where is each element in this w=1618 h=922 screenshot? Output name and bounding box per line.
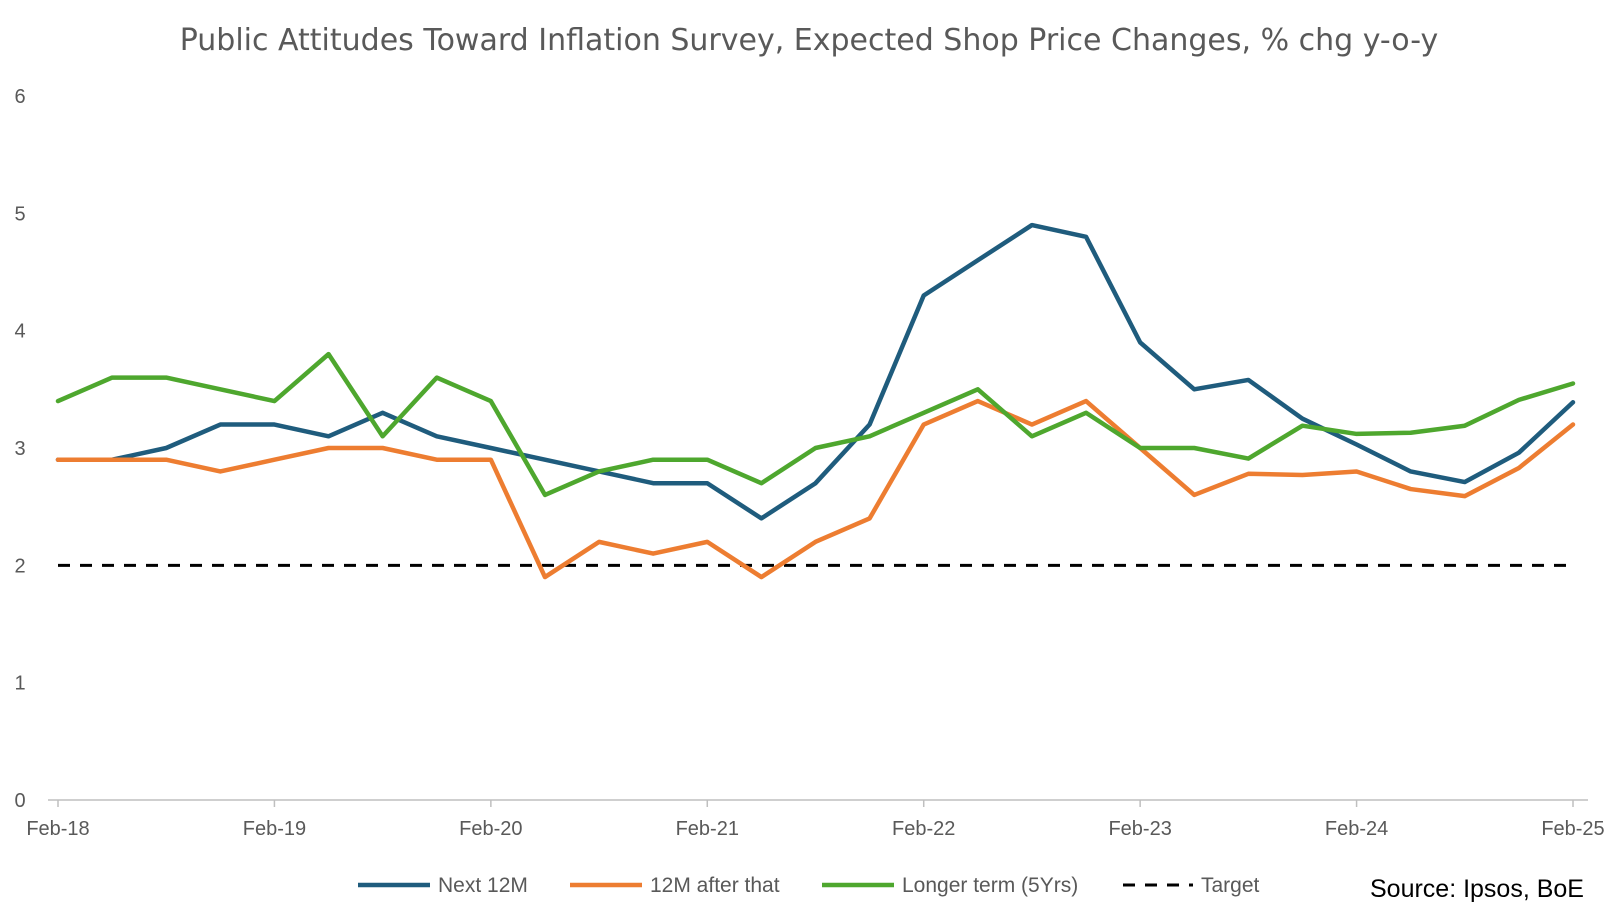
y-tick-label: 2 <box>14 555 25 577</box>
x-tick-label: Feb-18 <box>26 818 89 840</box>
series-line-12m-after-that <box>55 398 1576 580</box>
legend-label: Longer term (5Yrs) <box>902 874 1078 897</box>
legend: Next 12M 12M after that Longer term (5Yrs)… <box>358 874 1260 897</box>
x-tick-label: Feb-19 <box>243 818 306 840</box>
x-tick-label: Feb-25 <box>1541 818 1604 840</box>
legend-label: Target <box>1201 874 1260 897</box>
x-tick-label: Feb-21 <box>676 818 739 840</box>
series-line-longer-term-5yrs <box>55 351 1576 498</box>
y-tick-label: 4 <box>14 321 25 343</box>
x-tick-label: Feb-23 <box>1108 818 1171 840</box>
legend-label: Next 12M <box>438 874 528 897</box>
y-tick-label: 0 <box>14 790 25 812</box>
series-layer <box>55 222 1576 580</box>
chart-title: Public Attitudes Toward Inflation Survey… <box>180 23 1439 58</box>
y-tick-label: 3 <box>14 438 25 460</box>
y-tick-label: 6 <box>14 86 25 108</box>
x-tick-label: Feb-20 <box>459 818 522 840</box>
x-tick-label: Feb-24 <box>1325 818 1388 840</box>
y-tick-label: 1 <box>14 673 25 695</box>
x-tick-label: Feb-22 <box>892 818 955 840</box>
y-tick-label: 5 <box>14 203 25 225</box>
legend-label: 12M after that <box>650 874 780 897</box>
y-axis: 0 1 2 3 4 5 6 <box>14 86 25 812</box>
source-note: Source: Ipsos, BoE <box>1370 875 1584 903</box>
x-axis: Feb-18 Feb-19 Feb-20 Feb-21 Feb-22 Feb-23 Feb-… <box>26 799 1605 840</box>
